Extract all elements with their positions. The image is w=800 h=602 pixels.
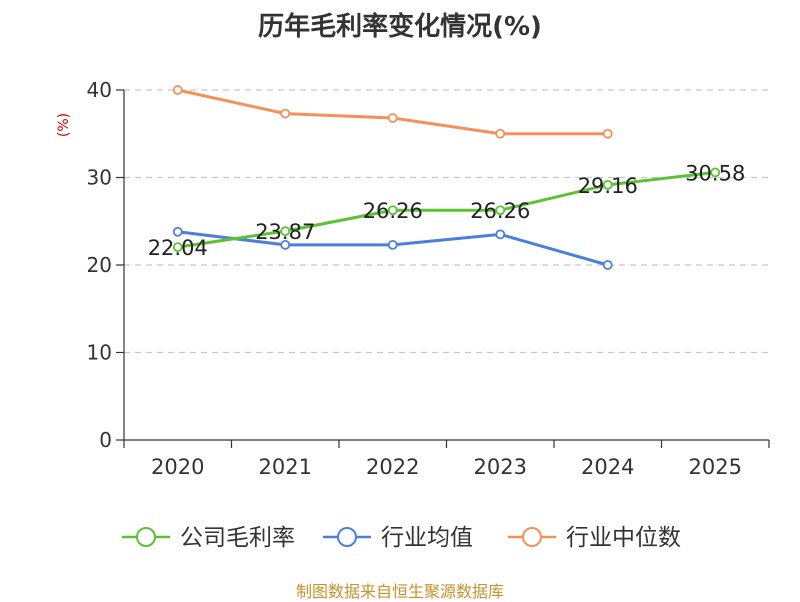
data-point — [710, 167, 721, 178]
x-tick-label: 2021 — [259, 455, 312, 479]
data-label: 23.87 — [255, 220, 315, 244]
y-tick-label: 40 — [87, 78, 112, 102]
data-point — [172, 85, 183, 95]
y-tick-label: 20 — [87, 253, 112, 277]
data-label: 29.16 — [578, 174, 638, 198]
y-axis-label: (%) — [56, 113, 72, 137]
legend-marker-icon[interactable] — [522, 527, 542, 547]
legend-marker-icon[interactable] — [337, 527, 357, 547]
chart-title: 历年毛利率变化情况(%) — [258, 12, 542, 42]
source-note: 制图数据来自恒生聚源数据库 — [295, 582, 504, 601]
series-line — [177, 170, 716, 249]
data-label: 26.26 — [363, 199, 423, 223]
legend-marker-icon[interactable] — [136, 527, 156, 547]
x-tick-label: 2024 — [581, 455, 634, 479]
data-point — [602, 260, 613, 270]
data-point — [387, 205, 398, 216]
x-tick-label: 2020 — [151, 455, 204, 479]
y-tick-label: 0 — [99, 428, 112, 452]
legend-label[interactable]: 行业中位数 — [566, 525, 681, 551]
data-label: 30.58 — [685, 161, 745, 185]
legend-label[interactable]: 公司毛利率 — [180, 525, 295, 551]
data-point — [280, 239, 291, 250]
data-label: 26.26 — [470, 199, 530, 223]
data-point — [172, 242, 183, 253]
legend-label[interactable]: 行业均值 — [381, 525, 473, 551]
data-point — [172, 226, 183, 237]
y-tick-label: 10 — [87, 341, 112, 365]
data-point — [495, 128, 506, 139]
data-point — [280, 108, 291, 119]
data-point — [387, 113, 398, 123]
data-point — [495, 229, 506, 240]
data-point — [602, 179, 613, 190]
series-line — [177, 88, 608, 136]
data-point — [280, 226, 291, 237]
data-point — [495, 205, 506, 216]
y-tick-label: 30 — [87, 166, 112, 190]
data-label: 22.04 — [148, 236, 208, 260]
x-tick-label: 2022 — [366, 455, 419, 479]
data-point — [387, 239, 398, 250]
x-tick-label: 2023 — [474, 455, 527, 479]
data-point — [602, 128, 613, 139]
x-tick-label: 2025 — [689, 455, 742, 479]
